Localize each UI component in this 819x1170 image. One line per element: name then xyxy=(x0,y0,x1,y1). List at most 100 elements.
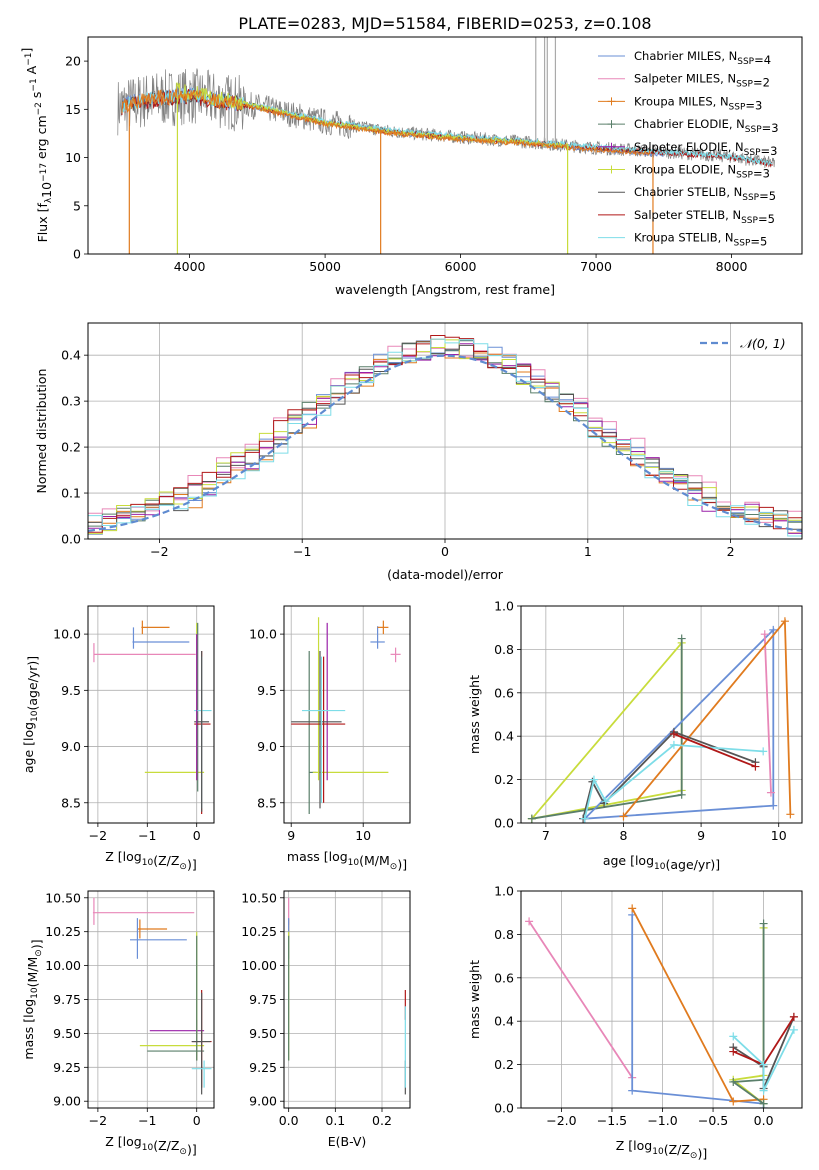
residual-histogram xyxy=(88,343,802,534)
label-segment: 10 xyxy=(39,182,54,198)
legend-marker xyxy=(607,165,616,174)
y-tick-label: 0.0 xyxy=(494,816,514,831)
y-axis-label: age [log10(age/yr)] xyxy=(21,656,40,773)
legend-label: Salpeter ELODIE, NSSP=3 xyxy=(634,140,777,158)
label-segment: Salpeter STELIB, N xyxy=(634,208,741,222)
x-tick-label: 7000 xyxy=(580,259,612,274)
x-tick-label: 8000 xyxy=(716,259,748,274)
weight-marker xyxy=(677,634,686,643)
label-segment: =5 xyxy=(750,235,767,249)
weight-marker xyxy=(789,1025,798,1034)
x-tick-label: 0.0 xyxy=(754,1113,774,1128)
label-segment: =3 xyxy=(745,98,762,112)
x-tick-label: 0.0 xyxy=(279,1113,299,1128)
x-tick-label: 0 xyxy=(441,544,449,559)
x-tick-label: 5000 xyxy=(309,259,341,274)
plot-area xyxy=(88,335,802,537)
error-cross xyxy=(93,643,196,663)
legend-label: Kroupa ELODIE, NSSP=3 xyxy=(634,163,770,181)
grid-lines xyxy=(284,606,410,823)
y-tick-label: 9.00 xyxy=(249,1094,277,1109)
plot-area xyxy=(92,897,212,1095)
x-tick-label: −2 xyxy=(89,828,107,843)
label-segment: ⊙ xyxy=(179,1147,187,1157)
error-cross xyxy=(144,622,205,781)
error-cross xyxy=(291,650,342,809)
legend-label: Chabrier MILES, NSSP=4 xyxy=(634,49,771,67)
weight-series xyxy=(619,617,795,821)
y-axis-label: mass weight xyxy=(467,675,482,754)
label-segment: SSP xyxy=(736,80,753,90)
label-segment: 10 xyxy=(348,858,360,868)
legend-label: Chabrier ELODIE, NSSP=3 xyxy=(634,117,779,135)
label-segment: SSP xyxy=(744,148,761,158)
y-tick-label: 0.2 xyxy=(494,772,514,787)
label-segment: Salpeter ELODIE, N xyxy=(634,140,744,154)
weight-series xyxy=(628,904,768,1106)
weight-line xyxy=(631,907,764,1103)
y-axis-label: mass [log10(M/M⊙)] xyxy=(21,939,44,1059)
weight-line xyxy=(731,927,765,1105)
x-tick-label: 6000 xyxy=(445,259,477,274)
y-tick-label: 0.4 xyxy=(494,1014,514,1029)
legend-label: Kroupa STELIB, NSSP=5 xyxy=(634,231,767,249)
label-segment: )] xyxy=(187,857,197,872)
y-tick-label: 0.4 xyxy=(494,729,514,744)
panel-residuals: −2 −1 0 1 2 0.0 0.1 0.2 0.3 0.4 (data-model)/error… xyxy=(34,322,803,582)
grid-lines xyxy=(88,606,214,823)
weight-marker xyxy=(759,1086,768,1095)
y-tick-label: 0 xyxy=(73,247,81,262)
axes-frame xyxy=(87,605,215,824)
error-cross xyxy=(370,626,385,649)
axes-frame xyxy=(283,890,411,1109)
weight-series xyxy=(525,917,637,1082)
weight-series xyxy=(527,638,686,823)
weight-marker xyxy=(786,810,795,819)
x-axis-label: mass [log10(M/M⊙)] xyxy=(287,849,407,872)
grid-lines xyxy=(521,605,802,824)
label-segment: SSP xyxy=(745,125,762,135)
grid-lines xyxy=(88,891,214,1108)
y-tick-label: 10.50 xyxy=(45,890,81,905)
axes-frame xyxy=(520,890,803,1109)
label-segment: −17 xyxy=(39,163,49,182)
y-tick-label: 0.8 xyxy=(494,927,514,942)
label-segment: −1 xyxy=(24,53,34,66)
legend-label: Chabrier STELIB, NSSP=5 xyxy=(634,185,776,203)
x-tick-label: 10 xyxy=(355,828,371,843)
x-tick-label: 0.2 xyxy=(372,1113,392,1128)
x-tick-label: 8 xyxy=(619,828,627,843)
y-tick-label: 10.25 xyxy=(241,924,277,939)
label-segment: ⊙ xyxy=(34,949,44,957)
weight-marker xyxy=(580,814,589,823)
x-tick-label: −1.0 xyxy=(647,1113,677,1128)
y-tick-label: 0.4 xyxy=(61,348,81,363)
x-tick-label: 9 xyxy=(697,828,705,843)
y-tick-label: 9.25 xyxy=(249,1060,277,1075)
legend-marker xyxy=(607,120,616,129)
y-tick-label: 8.5 xyxy=(61,795,81,810)
x-tick-label: −2 xyxy=(89,1113,107,1128)
weight-line xyxy=(732,1029,795,1092)
error-cross xyxy=(141,620,170,635)
x-tick-label: −1 xyxy=(293,544,311,559)
axes-frame xyxy=(87,36,803,255)
weight-marker xyxy=(729,1032,738,1041)
y-tick-label: 10.00 xyxy=(241,958,277,973)
weight-line xyxy=(673,733,756,768)
error-cross xyxy=(149,1019,205,1061)
label-segment: 10 xyxy=(652,1147,664,1157)
panel-spectrum: 4000 5000 6000 7000 8000 0 5 10 15 20 wavelength [… xyxy=(19,36,803,297)
weight-line xyxy=(584,627,775,820)
error-cross xyxy=(302,656,346,803)
label-segment: mass [log xyxy=(21,999,36,1060)
x-axis-label: Z [log10(Z/Z⊙)] xyxy=(105,1134,196,1157)
legend-label: Salpeter STELIB, NSSP=5 xyxy=(634,208,775,226)
error-cross xyxy=(132,627,190,649)
label-segment: =3 xyxy=(761,144,778,158)
weight-marker xyxy=(729,1047,738,1056)
weight-marker xyxy=(619,812,628,821)
y-axis-label: Normed distribution xyxy=(34,369,49,494)
y-tick-label: 5 xyxy=(73,198,81,213)
y-tick-label: 9.50 xyxy=(53,1026,81,1041)
